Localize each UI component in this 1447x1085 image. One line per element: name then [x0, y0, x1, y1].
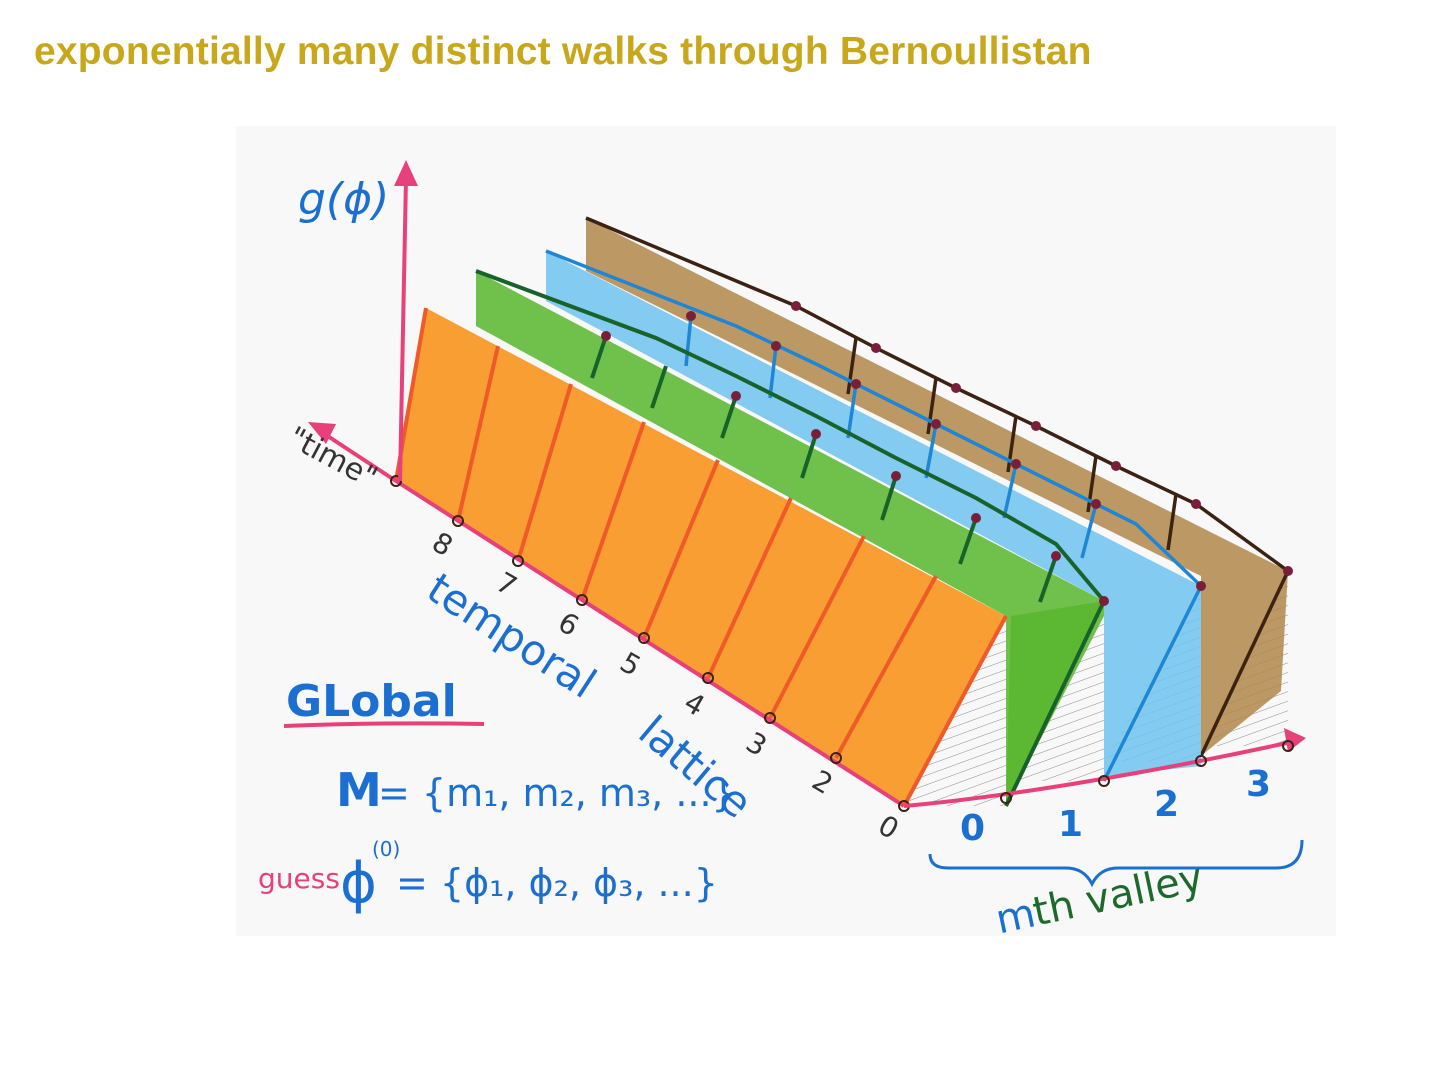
valley-tick-labels: 0 1 2 3: [960, 764, 1271, 849]
time-axis-arrowhead: [308, 422, 336, 444]
global-label: GLobal: [286, 676, 457, 727]
valley-tick-3: 3: [1246, 764, 1271, 805]
y-axis: [394, 160, 418, 482]
green-strip-top-edge: [475, 269, 1106, 603]
y-axis-arrowhead: [394, 160, 418, 186]
valley-tick-2: 2: [1154, 784, 1179, 825]
valley-tick-1: 1: [1058, 804, 1083, 845]
y-axis-label: g(ϕ): [298, 174, 389, 225]
brown-strip: [585, 216, 1290, 757]
phi-lhs: ϕ: [340, 851, 377, 916]
phi-superscript: (0): [372, 837, 400, 861]
valley-axis: [903, 728, 1306, 808]
hand-drawn-diagram: g(ϕ) "time" 0 2 3 4 5 6 7 8 temporal lat…: [236, 126, 1336, 1001]
brown-strip-top-edge: [585, 216, 1290, 573]
time-axis: [308, 422, 910, 812]
walk-nodes: [601, 301, 1293, 606]
m-set-lhs: M: [336, 763, 382, 817]
valley-brace: [928, 839, 1304, 888]
green-strip: [475, 269, 1106, 807]
valley-label-prefix: m: [992, 890, 1040, 943]
global-underline: [283, 721, 485, 728]
slide-title: exponentially many distinct walks throug…: [34, 30, 1092, 73]
valley-tick-0: 0: [960, 808, 985, 849]
guess-label: guess: [258, 862, 340, 895]
valley-axis-arrowhead: [1284, 728, 1306, 752]
m-set-rhs: = {m₁, m₂, m₃, ...}: [378, 771, 736, 815]
phi-rhs: = {ϕ₁, ϕ₂, ϕ₃, ...}: [396, 861, 718, 905]
